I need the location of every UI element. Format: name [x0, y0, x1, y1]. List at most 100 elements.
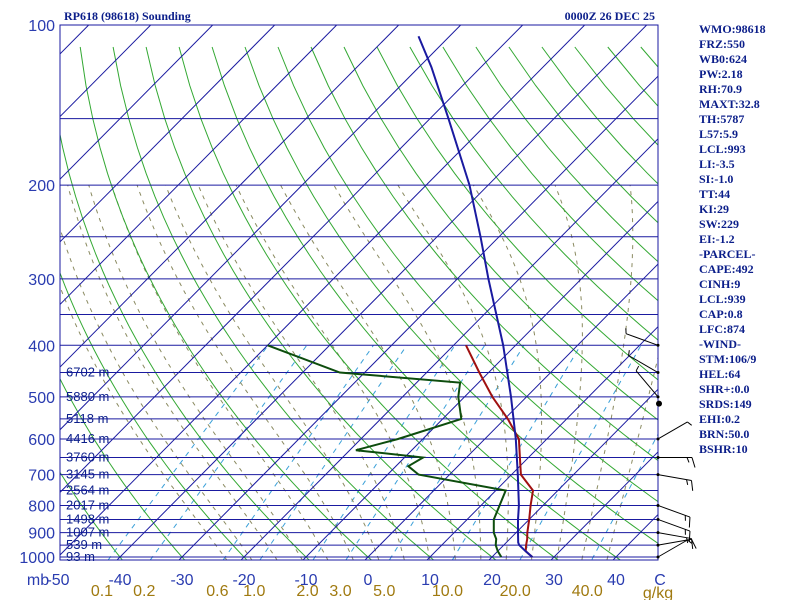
index-item: -WIND- [699, 337, 741, 351]
index-item: CINH:9 [699, 277, 741, 291]
index-item: RH:70.9 [699, 82, 742, 96]
parcel-profile [417, 35, 533, 558]
index-item: CAP:0.8 [699, 307, 743, 321]
isotherm-line [302, 200, 658, 560]
dewpoint-profile [267, 344, 508, 558]
mixing-ratio-tick-label: 3.0 [329, 583, 351, 600]
wind-barb [656, 421, 692, 441]
index-item: SHR+:0.0 [699, 382, 750, 396]
mixing-ratio-tick-label: 40.0 [572, 583, 603, 600]
chart-title: RP618 (98618) Sounding [64, 9, 191, 23]
wind-barb [628, 350, 660, 375]
wind-barb [656, 531, 694, 549]
moist-adiabat-line [333, 184, 482, 560]
pressure-tick-label: 100 [28, 18, 55, 35]
isotherm-line [60, 25, 276, 243]
isotherm-line [178, 75, 658, 560]
index-item: SRDS:149 [699, 397, 752, 411]
pressure-tick-label: 700 [28, 468, 55, 485]
index-item: WMO:98618 [699, 22, 766, 36]
pressure-tick-label: 400 [28, 338, 55, 355]
isobars [60, 24, 658, 558]
wind-barbs [625, 328, 697, 559]
index-item: LCL:939 [699, 292, 746, 306]
chart-valid-time: 0000Z 26 DEC 25 [565, 9, 655, 23]
moist-adiabat-line [111, 184, 329, 560]
temperature-tick-label: -50 [46, 572, 69, 589]
sounding-profiles [267, 35, 535, 558]
temperature-tick-label: 10 [421, 572, 439, 589]
index-item: PW:2.18 [699, 67, 743, 81]
moist-adiabat-line [88, 184, 304, 560]
pressure-tick-label: 600 [28, 432, 55, 449]
dry-adiabat-line [409, 46, 658, 341]
height-label: 539 m [66, 537, 102, 552]
wind-barb [656, 517, 691, 542]
mixing-ratio-line [591, 433, 658, 560]
isotherm-line [240, 138, 658, 560]
temperature-tick-label: 20 [483, 572, 501, 589]
pressure-tick-label: 900 [28, 526, 55, 543]
height-label: 1007 m [66, 525, 109, 540]
height-label: 6702 m [66, 365, 109, 380]
moist-adiabat-line [472, 184, 543, 560]
dry-adiabat-line [310, 46, 658, 462]
temperature-tick-label: -40 [108, 572, 131, 589]
index-item: -PARCEL- [699, 247, 756, 261]
index-item: BRN:50.0 [699, 427, 750, 441]
wind-barb [625, 328, 660, 347]
index-item: FRZ:550 [699, 37, 745, 51]
mixing-ratio-unit: g/kg [643, 585, 673, 600]
moist-adiabat-line [60, 226, 253, 560]
index-item: EHI:0.2 [699, 412, 741, 426]
temperature-tick-label: 30 [545, 572, 563, 589]
height-label: 1498 m [66, 511, 109, 526]
index-item: EI:-1.2 [699, 232, 735, 246]
dry-adiabat-line [60, 271, 248, 560]
index-item: SW:229 [699, 217, 740, 231]
index-item: STM:106/9 [699, 352, 757, 366]
index-item: LI:-3.5 [699, 157, 735, 171]
isotherm-line [364, 263, 658, 560]
dry-adiabat-line [60, 471, 124, 560]
height-label: 5880 m [66, 389, 109, 404]
height-label: 93 m [66, 549, 95, 564]
temperature-tick-label: 0 [364, 572, 373, 589]
mixing-ratio-tick-label: 20.0 [500, 583, 531, 600]
dry-adiabat-line [343, 46, 658, 421]
dry-adiabat-line [475, 46, 658, 263]
temperature-tick-label: -20 [232, 572, 255, 589]
isotherm-line [426, 325, 658, 560]
wind-barb [635, 365, 660, 399]
pressure-tick-label: 1000 [19, 550, 55, 567]
mixing-ratio-tick-label: 0.1 [91, 583, 113, 600]
height-label: 3145 m [66, 467, 109, 482]
dry-adiabat-line [112, 46, 435, 560]
index-item: MAXT:32.8 [699, 97, 760, 111]
isotherm-line [60, 25, 524, 494]
wind-barb [656, 455, 696, 468]
index-item: BSHR:10 [699, 442, 748, 456]
axis-labels: 0.1 0.2 0.6 1.0 2.0 3.0 5.0 10.0 20.0 40.01002003… [19, 18, 625, 600]
mixing-ratio-tick-label: 0.6 [206, 583, 228, 600]
mixing-ratio-tick-label: 10.0 [432, 583, 463, 600]
mixing-ratio-tick-label: 2.0 [296, 583, 318, 600]
height-label: 2564 m [66, 483, 109, 498]
moist-adiabat-line [67, 184, 278, 560]
isotherm-line [0, 25, 27, 568]
moist-adiabat-line [136, 184, 354, 560]
mixing-ratio-line [451, 345, 582, 560]
isotherm-line [60, 25, 462, 431]
moist-adiabat-line [397, 184, 509, 560]
index-item: TH:5787 [699, 112, 745, 126]
index-item: HEL:64 [699, 367, 741, 381]
index-item: LFC:874 [699, 322, 745, 336]
pressure-tick-label: 800 [28, 498, 55, 515]
plot-frame [59, 24, 659, 561]
temperature-tick-label: 40 [607, 572, 625, 589]
height-label: 2017 m [66, 497, 109, 512]
isotherm-line [60, 25, 338, 306]
moist-adiabat-line [581, 185, 634, 560]
temperature-tick-label: -10 [294, 572, 317, 589]
mixing-ratio-line [388, 345, 525, 560]
